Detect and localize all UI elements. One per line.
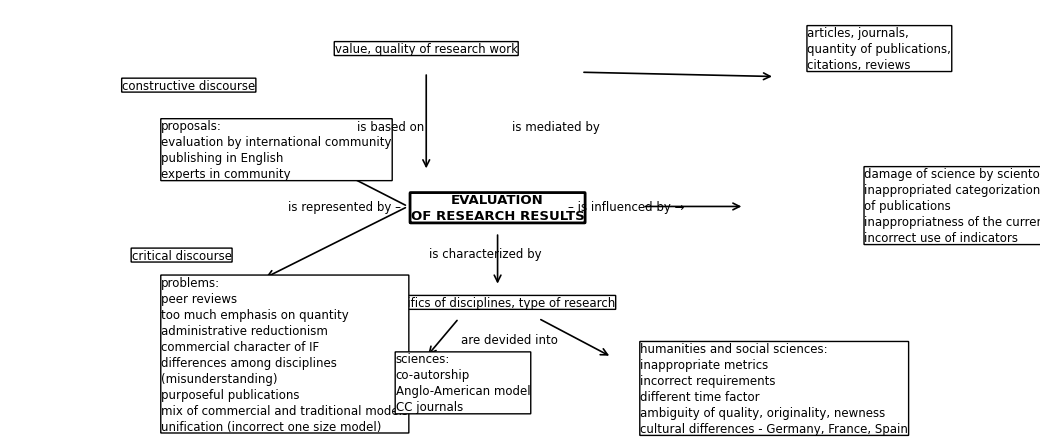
- Text: is represented by –: is represented by –: [288, 201, 401, 213]
- Text: damage of science by scientometrics
inappropriated categorization
of publication: damage of science by scientometrics inap…: [864, 168, 1040, 244]
- Text: – is influenced by →: – is influenced by →: [568, 201, 684, 213]
- Text: constructive discourse: constructive discourse: [122, 79, 256, 92]
- Text: is characterized by: is characterized by: [430, 248, 542, 261]
- Text: critical discourse: critical discourse: [132, 249, 232, 262]
- Text: EVALUATION
OF RESEARCH RESULTS: EVALUATION OF RESEARCH RESULTS: [411, 194, 584, 223]
- Text: articles, journals,
quantity of publications,
citations, reviews: articles, journals, quantity of publicat…: [807, 27, 952, 72]
- Text: is based on: is based on: [357, 120, 424, 133]
- Text: sciences:
co-autorship
Anglo-American model
CC journals: sciences: co-autorship Anglo-American mo…: [395, 353, 530, 413]
- Text: humanities and social sciences:
inappropriate metrics
incorrect requirements
dif: humanities and social sciences: inapprop…: [641, 342, 908, 435]
- Text: is mediated by: is mediated by: [512, 120, 600, 133]
- Text: proposals:
evaluation by international community
publishing in English
experts i: proposals: evaluation by international c…: [161, 120, 392, 181]
- Text: value, quality of research work: value, quality of research work: [335, 43, 518, 56]
- Text: specifics of disciplines, type of research: specifics of disciplines, type of resear…: [380, 296, 616, 309]
- Text: are devided into: are devided into: [462, 334, 558, 346]
- Text: problems:
peer reviews
too much emphasis on quantity
administrative reductionism: problems: peer reviews too much emphasis…: [161, 276, 409, 433]
